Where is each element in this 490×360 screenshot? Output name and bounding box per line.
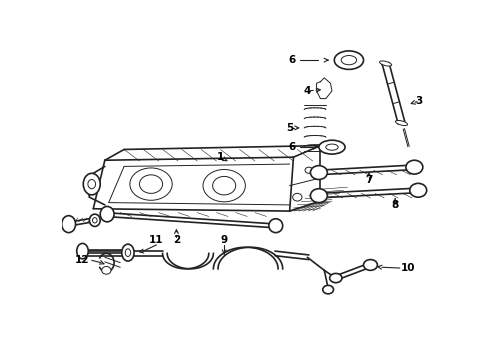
Ellipse shape [330, 274, 342, 283]
Ellipse shape [364, 260, 377, 270]
Text: 3: 3 [416, 96, 422, 106]
Ellipse shape [122, 244, 134, 261]
Text: 12: 12 [75, 255, 89, 265]
Text: 10: 10 [401, 263, 416, 273]
Ellipse shape [269, 219, 283, 233]
Ellipse shape [125, 249, 131, 256]
Ellipse shape [140, 175, 163, 193]
Ellipse shape [395, 121, 408, 126]
Ellipse shape [326, 144, 338, 150]
Ellipse shape [102, 266, 111, 274]
Ellipse shape [334, 51, 364, 69]
Text: 7: 7 [365, 175, 372, 185]
Ellipse shape [310, 166, 327, 180]
Text: 9: 9 [220, 235, 228, 244]
Ellipse shape [410, 183, 427, 197]
Ellipse shape [100, 206, 114, 222]
Ellipse shape [213, 176, 236, 195]
Polygon shape [382, 63, 405, 124]
Ellipse shape [93, 217, 97, 223]
Text: 6: 6 [288, 55, 295, 65]
Ellipse shape [319, 140, 345, 154]
Ellipse shape [305, 167, 313, 173]
Ellipse shape [293, 193, 302, 201]
Text: 11: 11 [149, 235, 164, 244]
Ellipse shape [341, 55, 357, 65]
Ellipse shape [130, 168, 172, 200]
Ellipse shape [77, 243, 88, 259]
Ellipse shape [89, 214, 100, 226]
Ellipse shape [380, 61, 392, 66]
Text: 8: 8 [392, 200, 399, 210]
Ellipse shape [323, 285, 334, 294]
Ellipse shape [83, 173, 100, 195]
Text: 1: 1 [217, 152, 224, 162]
Ellipse shape [62, 216, 75, 233]
Text: 5: 5 [286, 123, 293, 133]
Polygon shape [317, 78, 332, 99]
Ellipse shape [310, 189, 327, 203]
Text: 2: 2 [173, 235, 180, 244]
Text: 6: 6 [288, 142, 295, 152]
Ellipse shape [203, 170, 245, 202]
Ellipse shape [88, 180, 96, 189]
Text: 4: 4 [304, 86, 311, 96]
Ellipse shape [406, 160, 423, 174]
